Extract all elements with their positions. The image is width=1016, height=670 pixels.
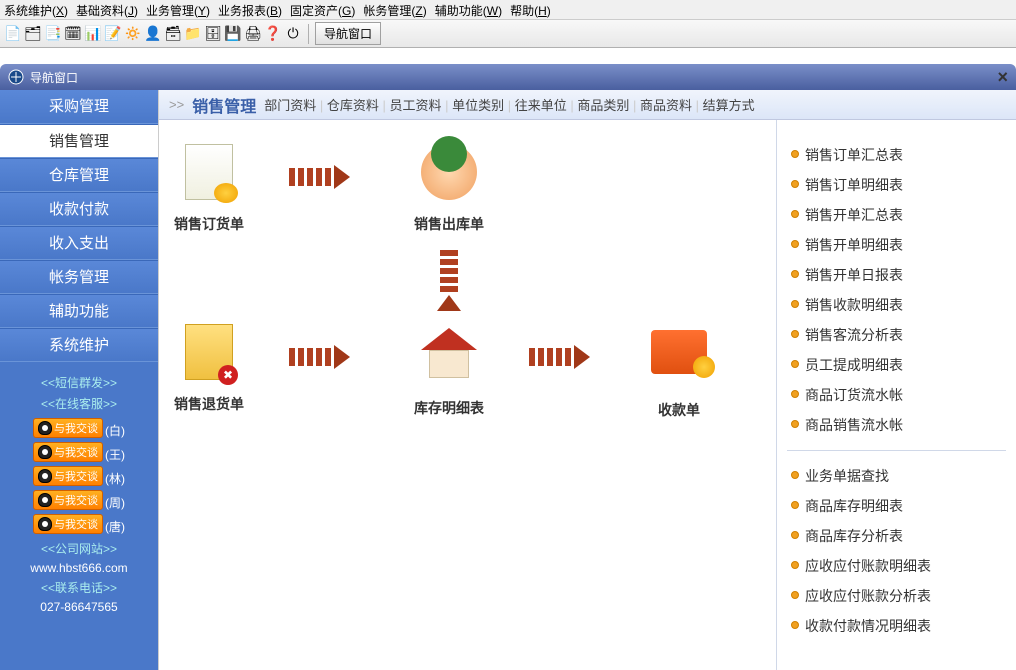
sidebar-item-1[interactable]: 销售管理 xyxy=(0,124,158,158)
report-link-a-1[interactable]: 销售订单明细表 xyxy=(787,170,1006,200)
nav-window-button[interactable]: 导航窗口 xyxy=(315,22,381,45)
toolbar-icon-9[interactable]: 📁 xyxy=(184,25,202,43)
menu-J[interactable]: 基础资料(J) xyxy=(76,2,138,17)
toolbar-icon-3[interactable]: 🗓 xyxy=(64,25,82,43)
sidebar-item-5[interactable]: 帐务管理 xyxy=(0,260,158,294)
report-link-a-2[interactable]: 销售开单汇总表 xyxy=(787,200,1006,230)
main-area: >> 销售管理 部门资料 | 仓库资料 | 员工资料 | 单位类别 | 往来单位… xyxy=(158,90,1016,670)
sidebar: 采购管理销售管理仓库管理收款付款收入支出帐务管理辅助功能系统维护 <<短信群发>… xyxy=(0,90,158,670)
flow-node-receipt[interactable]: 收款单 xyxy=(629,320,729,420)
report-link-b-0[interactable]: 业务单据查找 xyxy=(787,461,1006,491)
report-link-b-1[interactable]: 商品库存明细表 xyxy=(787,491,1006,521)
flow-arrow-1 xyxy=(437,250,461,311)
flow-diagram: 销售订货单 销售出库单销售退货单 库存明细表 收款单 xyxy=(159,120,776,670)
chat-contact-2[interactable]: 与我交谈(林) xyxy=(4,464,154,488)
report-link-a-0[interactable]: 销售订单汇总表 xyxy=(787,140,1006,170)
toolbar-icon-4[interactable]: 📊 xyxy=(84,25,102,43)
report-link-a-9[interactable]: 商品销售流水帐 xyxy=(787,410,1006,440)
report-link-a-6[interactable]: 销售客流分析表 xyxy=(787,320,1006,350)
flow-node-stock[interactable]: 库存明细表 xyxy=(399,320,499,418)
flow-arrow-0 xyxy=(289,165,350,189)
sidebar-item-7[interactable]: 系统维护 xyxy=(0,328,158,362)
report-link-a-4[interactable]: 销售开单日报表 xyxy=(787,260,1006,290)
breadcrumb-link-2[interactable]: 员工资料 xyxy=(389,98,441,113)
report-link-b-3[interactable]: 应收应付账款明细表 xyxy=(787,551,1006,581)
breadcrumb-link-3[interactable]: 单位类别 xyxy=(452,98,504,113)
report-link-a-8[interactable]: 商品订货流水帐 xyxy=(787,380,1006,410)
breadcrumb-arrow: >> xyxy=(169,97,184,112)
app-body: 采购管理销售管理仓库管理收款付款收入支出帐务管理辅助功能系统维护 <<短信群发>… xyxy=(0,90,1016,670)
chat-contact-0[interactable]: 与我交谈(白) xyxy=(4,416,154,440)
flow-arrow-2 xyxy=(289,345,350,369)
breadcrumb-link-6[interactable]: 商品资料 xyxy=(640,98,692,113)
menu-W[interactable]: 辅助功能(W) xyxy=(435,2,502,17)
report-link-b-4[interactable]: 应收应付账款分析表 xyxy=(787,581,1006,611)
chat-contact-4[interactable]: 与我交谈(唐) xyxy=(4,512,154,536)
sidebar-item-3[interactable]: 收款付款 xyxy=(0,192,158,226)
sidebar-item-0[interactable]: 采购管理 xyxy=(0,90,158,124)
toolbar-icon-8[interactable]: 🗃 xyxy=(164,25,182,43)
panel-divider xyxy=(787,450,1006,451)
toolbar-icon-14[interactable]: ⏻ xyxy=(284,25,302,43)
report-link-a-3[interactable]: 销售开单明细表 xyxy=(787,230,1006,260)
online-head: <<在线客服>> xyxy=(4,395,154,412)
flow-node-outbound[interactable]: 销售出库单 xyxy=(399,140,499,234)
report-link-a-5[interactable]: 销售收款明细表 xyxy=(787,290,1006,320)
menu-B[interactable]: 业务报表(B) xyxy=(218,2,282,17)
sidebar-footer: <<短信群发>> <<在线客服>> 与我交谈(白)与我交谈(王)与我交谈(林)与… xyxy=(0,362,158,622)
window-title: 导航窗口 xyxy=(30,69,78,86)
flow-arrow-3 xyxy=(529,345,590,369)
nav-window: 导航窗口 × 采购管理销售管理仓库管理收款付款收入支出帐务管理辅助功能系统维护 … xyxy=(0,64,1016,670)
breadcrumb-link-4[interactable]: 往来单位 xyxy=(515,98,567,113)
breadcrumb-current: 销售管理 xyxy=(192,93,256,117)
toolbar-icon-7[interactable]: 👤 xyxy=(144,25,162,43)
toolbar-icon-2[interactable]: 📑 xyxy=(44,25,62,43)
toolbar-sep xyxy=(308,24,309,44)
flow-node-order[interactable]: 销售订货单 xyxy=(159,140,259,234)
toolbar-icon-6[interactable]: 🔅 xyxy=(124,25,142,43)
menu-H[interactable]: 帮助(H) xyxy=(510,2,551,17)
contact-phone: 027-86647565 xyxy=(4,600,154,614)
toolbar-icon-11[interactable]: 💾 xyxy=(224,25,242,43)
window-icon xyxy=(8,69,24,85)
titlebar: 导航窗口 × xyxy=(0,64,1016,90)
menu-G[interactable]: 固定资产(G) xyxy=(290,2,355,17)
report-link-b-2[interactable]: 商品库存分析表 xyxy=(787,521,1006,551)
website-link[interactable]: www.hbst666.com xyxy=(4,561,154,575)
breadcrumb-link-0[interactable]: 部门资料 xyxy=(264,98,316,113)
sidebar-item-2[interactable]: 仓库管理 xyxy=(0,158,158,192)
flow-node-return[interactable]: 销售退货单 xyxy=(159,320,259,414)
report-link-b-5[interactable]: 收款付款情况明细表 xyxy=(787,611,1006,641)
menubar: 系统维护(X) 基础资料(J) 业务管理(Y) 业务报表(B) 固定资产(G) 帐务管理(… xyxy=(0,0,1016,20)
toolbar: 📄🗂📑🗓📊📝🔅👤🗃📁🗄💾🖨❓⏻ 导航窗口 xyxy=(0,20,1016,48)
menu-Z[interactable]: 帐务管理(Z) xyxy=(363,2,426,17)
breadcrumb: >> 销售管理 部门资料 | 仓库资料 | 员工资料 | 单位类别 | 往来单位… xyxy=(159,90,1016,120)
toolbar-icon-10[interactable]: 🗄 xyxy=(204,25,222,43)
chat-contact-1[interactable]: 与我交谈(王) xyxy=(4,440,154,464)
sidebar-item-6[interactable]: 辅助功能 xyxy=(0,294,158,328)
contact-head: <<联系电话>> xyxy=(4,579,154,596)
breadcrumb-link-5[interactable]: 商品类别 xyxy=(577,98,629,113)
content-row: 销售订货单 销售出库单销售退货单 库存明细表 收款单 销售订单汇总表销售订单明细表销售… xyxy=(159,120,1016,670)
close-icon[interactable]: × xyxy=(997,67,1008,88)
toolbar-icon-5[interactable]: 📝 xyxy=(104,25,122,43)
toolbar-icon-12[interactable]: 🖨 xyxy=(244,25,262,43)
menu-X[interactable]: 系统维护(X) xyxy=(4,2,68,17)
sms-head[interactable]: <<短信群发>> xyxy=(4,374,154,391)
breadcrumb-link-1[interactable]: 仓库资料 xyxy=(327,98,379,113)
toolbar-icon-0[interactable]: 📄 xyxy=(4,25,22,43)
toolbar-icon-1[interactable]: 🗂 xyxy=(24,25,42,43)
report-link-a-7[interactable]: 员工提成明细表 xyxy=(787,350,1006,380)
site-head: <<公司网站>> xyxy=(4,540,154,557)
chat-contact-3[interactable]: 与我交谈(周) xyxy=(4,488,154,512)
menu-Y[interactable]: 业务管理(Y) xyxy=(146,2,210,17)
toolbar-icon-13[interactable]: ❓ xyxy=(264,25,282,43)
sidebar-item-4[interactable]: 收入支出 xyxy=(0,226,158,260)
report-panel: 销售订单汇总表销售订单明细表销售开单汇总表销售开单明细表销售开单日报表销售收款明… xyxy=(776,120,1016,670)
breadcrumb-link-7[interactable]: 结算方式 xyxy=(703,98,755,113)
